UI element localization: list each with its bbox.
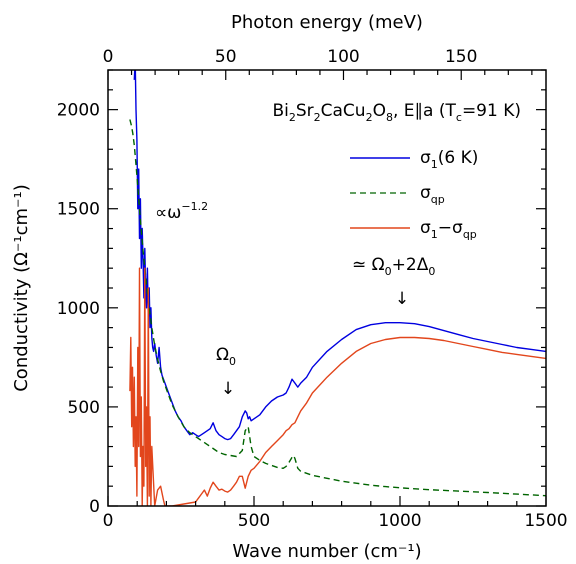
- x-tick-label: 500: [238, 511, 270, 531]
- legend-label-sigma1: σ1(6 K): [420, 148, 478, 171]
- annotation-powerlaw: ∝ω−1.2: [155, 200, 208, 223]
- y-tick-label: 1500: [57, 200, 100, 220]
- legend-label-difference: σ1−σqp: [420, 218, 477, 241]
- x2-tick-label: 50: [215, 47, 237, 67]
- y-tick-label: 500: [68, 398, 100, 418]
- annotation-peak-arrow: ↓: [395, 289, 409, 309]
- x-axis-title: Wave number (cm⁻¹): [232, 541, 421, 562]
- labels-layer: 0 500 1000 1500 0 500 1000 1500 2000 0 50 100 150: [57, 47, 568, 531]
- x-tick-label: 0: [103, 511, 114, 531]
- y-tick-label: 2000: [57, 101, 100, 121]
- y-tick-label: 0: [89, 497, 100, 517]
- series-line-0: [133, 70, 546, 441]
- y-tick-label: 1000: [57, 299, 100, 319]
- legend: σ1(6 K) σqp σ1−σqp: [350, 148, 478, 241]
- sample-label: Bi2Sr2CaCu2O8, E∥a (Tc=91 K): [272, 101, 521, 124]
- x2-axis-title: Photon energy (meV): [231, 12, 423, 33]
- series-layer: [129, 70, 546, 506]
- x2-tick-label: 100: [327, 47, 359, 67]
- x2-tick-label: 150: [445, 47, 477, 67]
- ticks-layer: [107, 69, 547, 507]
- x2-tick-label: 0: [103, 47, 114, 67]
- series-line-2: [129, 267, 546, 506]
- x-tick-label: 1000: [378, 511, 421, 531]
- legend-label-sigmaqp: σqp: [420, 183, 445, 206]
- series-line-1: [129, 119, 546, 497]
- annotation-omega0-arrow: ↓: [221, 379, 235, 399]
- plot-frame: [107, 69, 547, 507]
- y-axis-title: Conductivity (Ω⁻¹cm⁻¹): [11, 184, 32, 392]
- x-tick-label: 1500: [524, 511, 567, 531]
- annotation-peak: ≃ Ω0+2Δ0: [352, 255, 435, 278]
- annotation-omega0: Ω0: [216, 345, 236, 368]
